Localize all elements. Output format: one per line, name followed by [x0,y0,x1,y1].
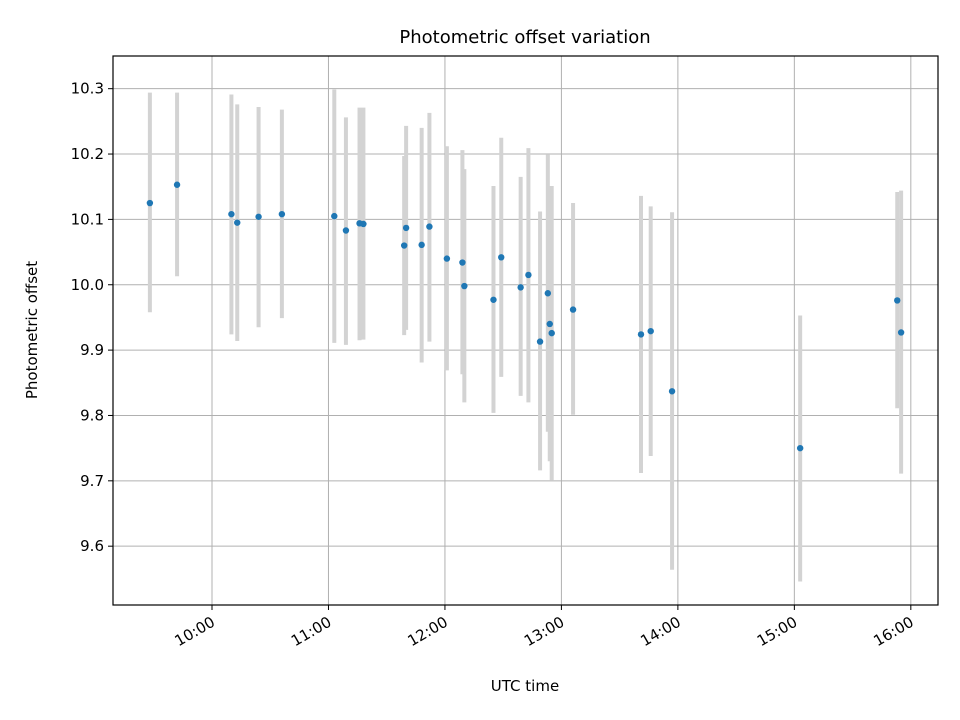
data-point [536,338,544,345]
y-axis-title: Photometric offset [23,261,41,399]
grid-layer [113,56,938,605]
data-points [146,181,905,452]
data-point [331,212,338,220]
data-point [647,327,654,335]
y-tick-label: 9.7 [80,472,104,490]
data-point [278,210,286,218]
data-point [517,284,524,291]
y-tick-label: 10.0 [71,276,104,294]
data-point [443,255,451,262]
data-point [897,329,905,336]
data-point [461,282,468,290]
data-point [525,271,532,279]
data-point [894,297,901,304]
data-point [637,331,645,338]
data-point [546,320,553,328]
data-point [418,241,425,249]
y-tick-label: 9.8 [80,406,104,424]
chart-title: Photometric offset variation [399,27,650,48]
data-point [173,181,181,188]
data-point [402,224,410,232]
data-point [342,227,350,234]
x-axis-title: UTC time [491,677,559,695]
y-axis: 9.6 9.7 9.8 9.9 10.0 10.1 10.2 10.3 [71,80,113,555]
y-tick-label: 10.1 [71,210,104,228]
data-point [459,259,466,266]
data-point [255,213,262,220]
data-point [360,220,367,228]
data-point [146,199,154,207]
data-point [796,444,804,452]
y-tick-label: 10.2 [71,145,104,163]
data-point [668,388,676,395]
plot-frame [112,55,939,606]
data-point [228,210,235,218]
data-point [498,254,505,261]
y-tick-label: 9.6 [80,537,104,555]
data-point [400,242,408,249]
y-tick-label: 9.9 [80,341,104,359]
data-point [569,306,577,313]
data-point [490,296,497,303]
data-point [544,290,552,297]
data-point [426,223,433,230]
y-tick-label: 10.3 [71,80,104,98]
data-point [548,329,555,337]
data-point [234,219,241,226]
